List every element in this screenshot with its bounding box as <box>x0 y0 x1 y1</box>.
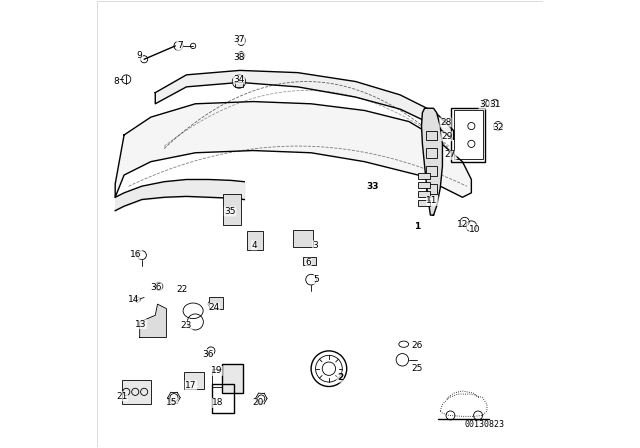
Text: 7: 7 <box>177 41 182 51</box>
Bar <box>426 148 436 158</box>
Text: 24: 24 <box>209 303 220 312</box>
Text: 32: 32 <box>492 123 504 132</box>
Text: 27: 27 <box>445 151 456 159</box>
Bar <box>184 372 204 389</box>
Bar <box>212 369 229 387</box>
Text: 6: 6 <box>305 258 311 267</box>
Bar <box>426 166 436 176</box>
Text: 2: 2 <box>337 373 343 382</box>
Bar <box>236 82 243 87</box>
Bar <box>454 111 483 159</box>
Text: 19: 19 <box>211 366 223 375</box>
Bar <box>293 230 314 247</box>
Bar <box>222 364 243 393</box>
Text: 9: 9 <box>137 51 143 60</box>
Text: 25: 25 <box>412 364 423 373</box>
Text: 20: 20 <box>252 398 263 408</box>
Text: 13: 13 <box>135 320 147 329</box>
Text: 35: 35 <box>224 207 236 216</box>
Bar <box>418 173 431 180</box>
Bar <box>303 257 316 265</box>
Text: 3: 3 <box>313 241 319 250</box>
Bar <box>223 194 241 225</box>
Text: 10: 10 <box>469 225 481 234</box>
Text: 28: 28 <box>440 118 451 127</box>
Text: 4: 4 <box>252 241 257 250</box>
Polygon shape <box>140 304 166 337</box>
Bar <box>246 231 264 250</box>
Text: 1: 1 <box>414 222 420 231</box>
Bar <box>426 130 436 140</box>
Text: 11: 11 <box>426 196 438 205</box>
Ellipse shape <box>208 299 223 309</box>
Text: 37: 37 <box>233 35 244 44</box>
Text: 18: 18 <box>212 398 223 408</box>
Bar <box>418 199 431 206</box>
Text: 17: 17 <box>185 381 196 390</box>
Bar <box>209 297 223 310</box>
Text: 34: 34 <box>234 75 244 84</box>
Bar <box>212 384 234 413</box>
Text: 5: 5 <box>314 275 319 284</box>
Text: 31: 31 <box>489 100 500 109</box>
Bar <box>122 380 151 404</box>
Text: 33: 33 <box>366 181 379 191</box>
Text: 12: 12 <box>457 220 468 229</box>
Bar <box>426 184 436 194</box>
Text: 36: 36 <box>150 283 162 292</box>
Text: 22: 22 <box>177 285 188 294</box>
Text: 16: 16 <box>131 250 142 259</box>
Text: 29: 29 <box>441 132 452 141</box>
Bar <box>418 190 431 197</box>
Text: 36: 36 <box>202 349 214 358</box>
Text: 23: 23 <box>180 321 192 330</box>
Text: 14: 14 <box>128 295 140 304</box>
Text: 38: 38 <box>233 52 244 61</box>
Polygon shape <box>422 108 442 215</box>
Polygon shape <box>156 70 454 139</box>
Text: 8: 8 <box>114 77 120 86</box>
Text: 15: 15 <box>166 398 178 408</box>
Text: 30: 30 <box>479 100 490 109</box>
Text: 00130823: 00130823 <box>465 420 505 429</box>
Text: 21: 21 <box>116 392 127 401</box>
Bar <box>418 182 431 188</box>
Text: 26: 26 <box>412 340 423 349</box>
Polygon shape <box>115 102 472 197</box>
Bar <box>451 108 484 162</box>
